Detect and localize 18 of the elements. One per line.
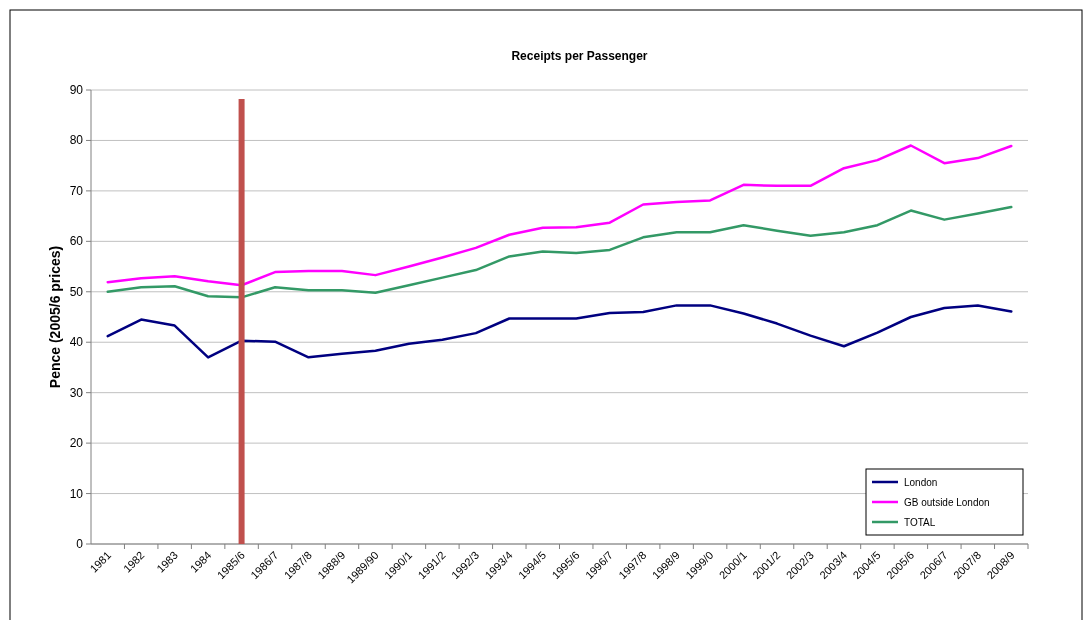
legend-label: London [904, 477, 938, 488]
y-tick-label: 80 [69, 133, 84, 148]
line-series [106, 205, 1013, 299]
line-series [106, 144, 1013, 287]
legend-label: GB outside London [904, 497, 990, 508]
y-tick-label: 40 [69, 335, 84, 350]
y-axis-title: Pence (2005/6 prices) [47, 245, 63, 389]
y-tick-label: 10 [69, 486, 84, 501]
y-tick-label: 90 [69, 83, 84, 97]
chart-title: Receipts per Passenger [511, 49, 648, 63]
y-tick-label: 50 [69, 284, 84, 299]
y-tick-label: 0 [76, 537, 84, 551]
y-tick-label: 20 [69, 436, 84, 451]
y-tick-label: 30 [69, 385, 84, 400]
y-tick-label: 60 [69, 234, 84, 249]
legend-label: TOTAL [904, 517, 936, 528]
y-tick-label: 70 [69, 183, 84, 198]
line-series [106, 304, 1013, 359]
